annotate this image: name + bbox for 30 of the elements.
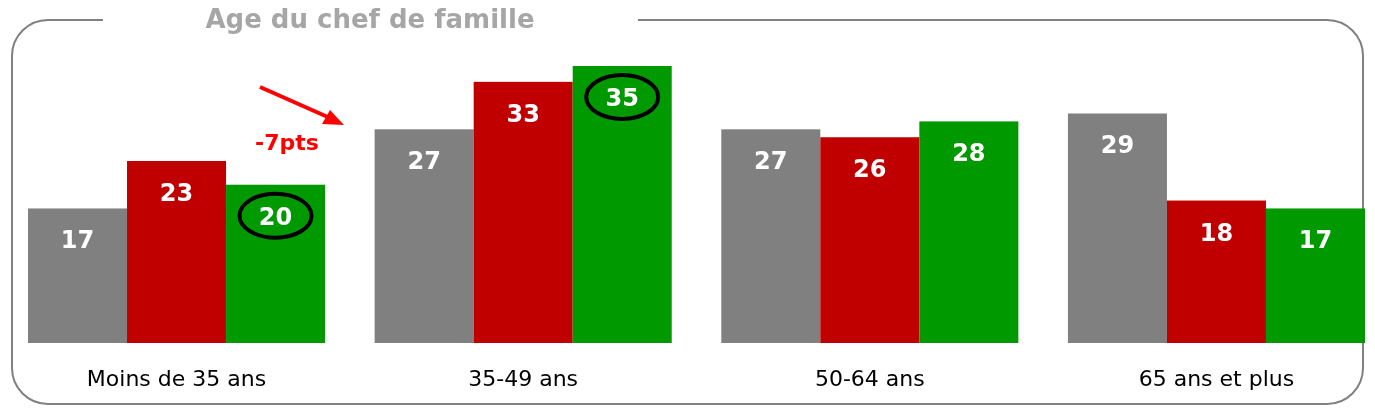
bar (919, 121, 1019, 343)
x-tick-label: 65 ans et plus (1138, 366, 1295, 391)
bar (1067, 113, 1167, 343)
data-label: 17 (1298, 226, 1333, 255)
x-tick-label: 35-49 ans (468, 366, 579, 391)
bar (28, 208, 128, 343)
bar (374, 129, 474, 343)
x-tick-label: 50-64 ans (814, 366, 925, 391)
bar (226, 184, 326, 343)
data-label: 28 (952, 139, 986, 168)
bar (572, 66, 672, 343)
data-label: 18 (1199, 218, 1234, 247)
data-label: 27 (754, 147, 788, 176)
data-label: 17 (60, 226, 95, 255)
bar (820, 137, 920, 343)
data-label: 27 (407, 147, 441, 176)
bar (1265, 208, 1365, 343)
data-label: 23 (159, 178, 194, 207)
bar (721, 129, 821, 343)
data-label: 26 (853, 155, 887, 184)
bar (473, 81, 573, 343)
bar (127, 160, 227, 343)
data-label: 29 (1100, 131, 1135, 160)
x-tick-label: Moins de 35 ans (86, 366, 267, 391)
data-label: 20 (258, 202, 293, 231)
bar (1166, 200, 1266, 343)
chart-title: Age du chef de famille (205, 4, 535, 34)
data-label: 35 (605, 84, 639, 112)
annotation: -7pts (255, 130, 319, 155)
data-label: 33 (506, 99, 540, 128)
